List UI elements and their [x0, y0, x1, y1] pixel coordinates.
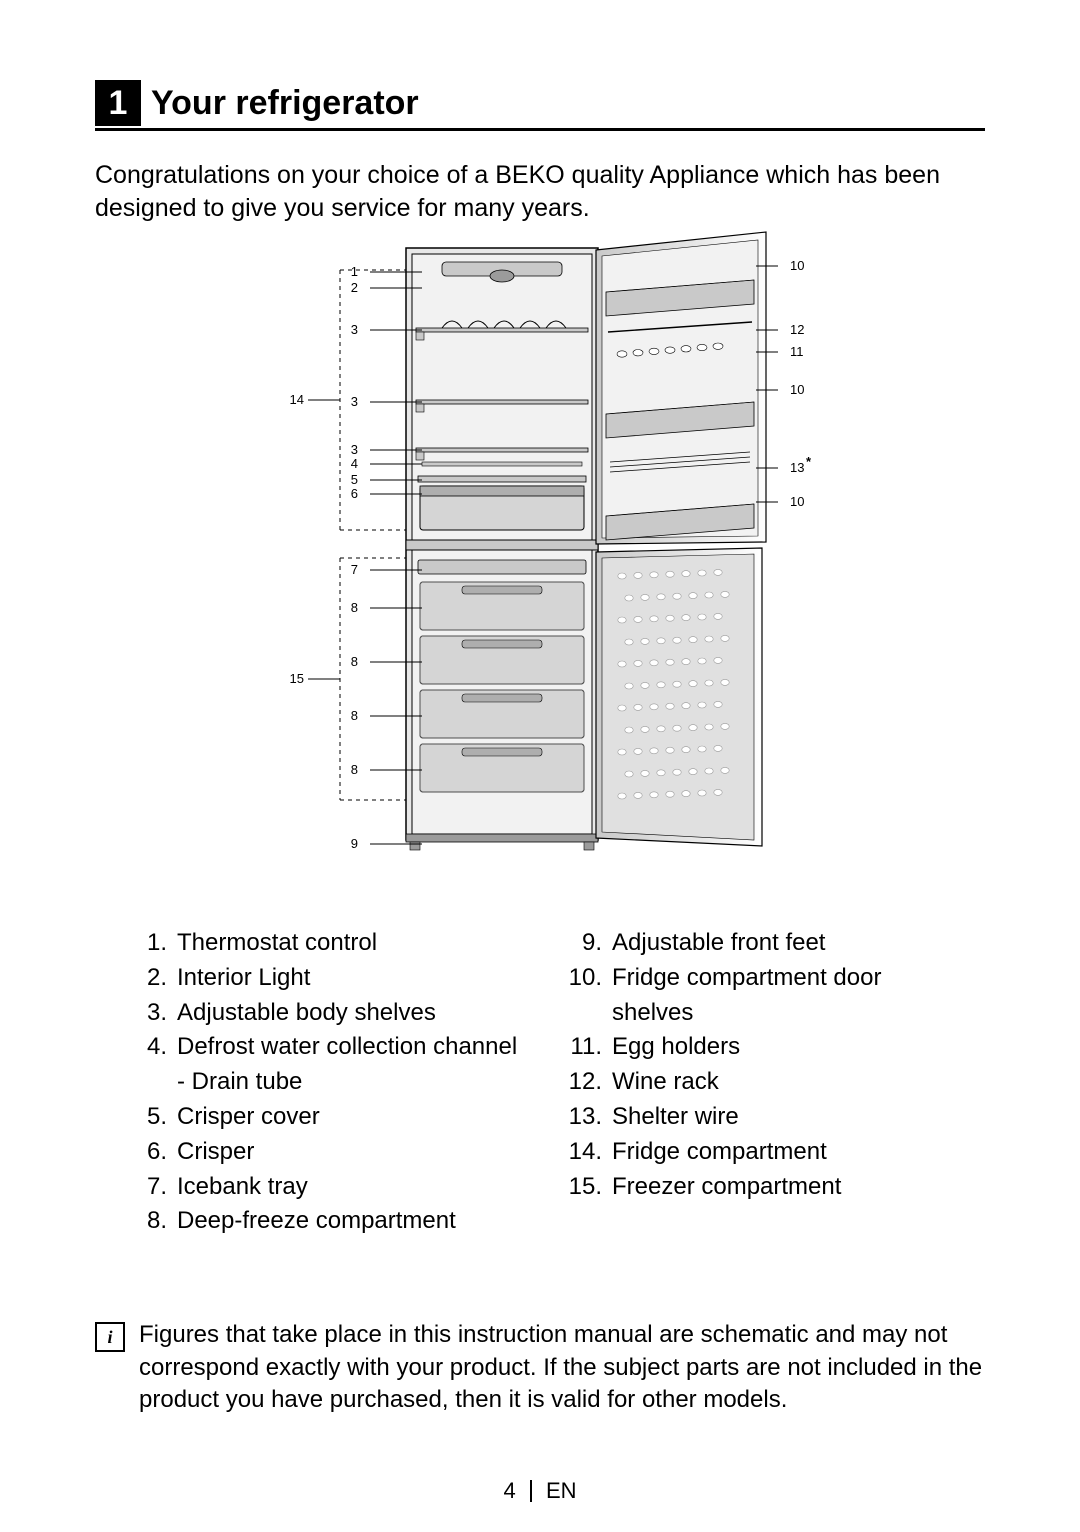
svg-text:5: 5: [351, 472, 358, 487]
item-text: Egg holders: [612, 1030, 955, 1065]
item-number: 13.: [560, 1100, 612, 1135]
item-number: 9.: [560, 926, 612, 961]
svg-text:3: 3: [351, 442, 358, 457]
svg-text:6: 6: [351, 486, 358, 501]
item-text: Wine rack: [612, 1065, 955, 1100]
item-text: Shelter wire: [612, 1100, 955, 1135]
intro-text: Congratulations on your choice of a BEKO…: [95, 159, 985, 224]
item-text: Fridge compartment: [612, 1135, 955, 1170]
svg-text:14: 14: [290, 392, 304, 407]
svg-text:13: 13: [790, 460, 804, 475]
item-text: Icebank tray: [177, 1170, 520, 1205]
parts-list-item: 4.Defrost water collection channel - Dra…: [125, 1030, 520, 1100]
svg-text:8: 8: [351, 654, 358, 669]
parts-list-item: 2.Interior Light: [125, 961, 520, 996]
parts-list-item: 1.Thermostat control: [125, 926, 520, 961]
item-text: Defrost water collection channel - Drain…: [177, 1030, 520, 1100]
parts-list-item: 9.Adjustable front feet: [560, 926, 955, 961]
page-number: 4: [503, 1478, 515, 1503]
parts-list-item: 12.Wine rack: [560, 1065, 955, 1100]
parts-col-left: 1.Thermostat control2.Interior Light3.Ad…: [125, 926, 520, 1239]
item-number: 7.: [125, 1170, 177, 1205]
item-text: Thermostat control: [177, 926, 520, 961]
item-text: Freezer compartment: [612, 1170, 955, 1205]
fridge-diagram: 123334567888891012111013*101415: [95, 230, 985, 890]
parts-list-item: 10.Fridge compartment door shelves: [560, 961, 955, 1031]
parts-list-item: 7.Icebank tray: [125, 1170, 520, 1205]
parts-col-right: 9.Adjustable front feet10.Fridge compart…: [560, 926, 955, 1239]
svg-text:1: 1: [351, 264, 358, 279]
parts-list-right: 9.Adjustable front feet10.Fridge compart…: [560, 926, 955, 1204]
svg-text:10: 10: [790, 494, 804, 509]
item-number: 3.: [125, 996, 177, 1031]
svg-text:15: 15: [290, 671, 304, 686]
svg-text:*: *: [806, 454, 812, 469]
item-text: Adjustable front feet: [612, 926, 955, 961]
parts-list-item: 8.Deep-freeze compartment: [125, 1204, 520, 1239]
svg-text:4: 4: [351, 456, 358, 471]
svg-text:3: 3: [351, 394, 358, 409]
parts-columns: 1.Thermostat control2.Interior Light3.Ad…: [95, 926, 985, 1239]
item-number: 2.: [125, 961, 177, 996]
item-number: 12.: [560, 1065, 612, 1100]
parts-list-left: 1.Thermostat control2.Interior Light3.Ad…: [125, 926, 520, 1239]
item-text: Deep-freeze compartment: [177, 1204, 520, 1239]
item-number: 6.: [125, 1135, 177, 1170]
info-icon: i: [95, 1322, 125, 1352]
item-text: Adjustable body shelves: [177, 996, 520, 1031]
svg-text:8: 8: [351, 762, 358, 777]
parts-list-item: 6.Crisper: [125, 1135, 520, 1170]
svg-text:11: 11: [790, 344, 804, 359]
svg-text:9: 9: [351, 836, 358, 851]
page: 1 Your refrigerator Congratulations on y…: [0, 0, 1080, 1532]
svg-text:8: 8: [351, 708, 358, 723]
footer-divider: [530, 1480, 532, 1502]
item-text: Interior Light: [177, 961, 520, 996]
svg-text:12: 12: [790, 322, 804, 337]
item-text: Crisper cover: [177, 1100, 520, 1135]
parts-list-item: 15.Freezer compartment: [560, 1170, 955, 1205]
svg-text:8: 8: [351, 600, 358, 615]
page-lang: EN: [546, 1478, 577, 1503]
parts-list-item: 13.Shelter wire: [560, 1100, 955, 1135]
item-number: 11.: [560, 1030, 612, 1065]
fridge-svg: 123334567888891012111013*101415: [250, 230, 830, 890]
parts-list-item: 11.Egg holders: [560, 1030, 955, 1065]
note-text: Figures that take place in this instruct…: [139, 1319, 985, 1416]
item-text: Fridge compartment door shelves: [612, 961, 955, 1031]
item-number: 15.: [560, 1170, 612, 1205]
parts-list-item: 3.Adjustable body shelves: [125, 996, 520, 1031]
item-number: 10.: [560, 961, 612, 1031]
item-number: 14.: [560, 1135, 612, 1170]
page-footer: 4 EN: [0, 1478, 1080, 1504]
section-heading: 1 Your refrigerator: [95, 80, 985, 131]
svg-text:2: 2: [351, 280, 358, 295]
svg-text:3: 3: [351, 322, 358, 337]
parts-list-item: 14.Fridge compartment: [560, 1135, 955, 1170]
item-number: 5.: [125, 1100, 177, 1135]
note-row: i Figures that take place in this instru…: [95, 1319, 985, 1416]
section-title: Your refrigerator: [151, 84, 419, 123]
svg-text:7: 7: [351, 562, 358, 577]
item-number: 1.: [125, 926, 177, 961]
item-number: 4.: [125, 1030, 177, 1100]
item-text: Crisper: [177, 1135, 520, 1170]
item-number: 8.: [125, 1204, 177, 1239]
parts-list-item: 5.Crisper cover: [125, 1100, 520, 1135]
svg-text:10: 10: [790, 258, 804, 273]
section-number: 1: [95, 80, 141, 126]
svg-text:10: 10: [790, 382, 804, 397]
